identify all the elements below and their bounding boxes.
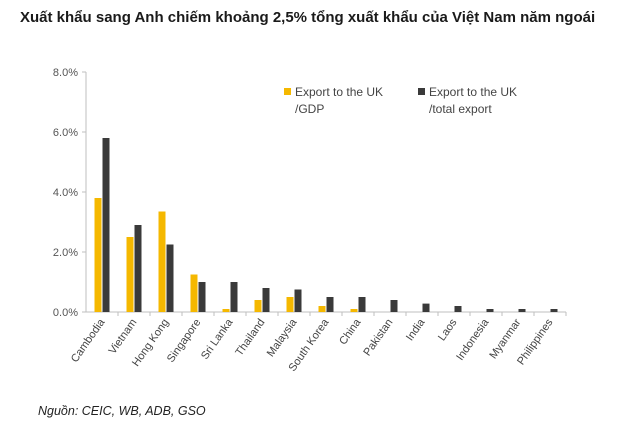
bar-total-export	[102, 138, 110, 312]
x-tick-label: Vietnam	[107, 317, 140, 357]
chart-bars	[94, 138, 558, 312]
legend-label: Export to the UK	[429, 85, 517, 99]
bar-total-export	[166, 244, 174, 312]
bar-total-export	[390, 300, 398, 312]
bar-gdp	[126, 237, 134, 312]
x-tick-label: Malaysia	[265, 316, 300, 359]
bar-gdp	[222, 309, 230, 312]
x-tick-label: Laos	[436, 316, 460, 343]
bar-total-export	[262, 288, 270, 312]
bar-gdp	[94, 198, 102, 312]
bar-gdp	[286, 297, 294, 312]
legend-label: /total export	[429, 102, 492, 116]
bar-gdp	[190, 274, 198, 312]
source-note: Nguồn: CEIC, WB, ADB, GSO	[38, 404, 206, 418]
bar-gdp	[158, 211, 166, 312]
x-tick-label: Sri Lanka	[199, 316, 236, 362]
legend-label: /GDP	[295, 102, 324, 116]
bar-total-export	[198, 282, 206, 312]
bar-gdp	[350, 309, 358, 312]
x-tick-label: Indonesia	[454, 316, 492, 363]
x-tick-label: Cambodia	[69, 316, 108, 365]
bar-total-export	[454, 306, 462, 312]
bar-gdp	[254, 300, 262, 312]
bar-total-export	[326, 297, 334, 312]
bar-total-export	[134, 225, 142, 312]
chart-title: Xuất khẩu sang Anh chiếm khoảng 2,5% tổn…	[20, 9, 596, 26]
y-tick-label: 2.0%	[53, 247, 78, 259]
y-tick-label: 4.0%	[53, 187, 78, 199]
legend-swatch	[418, 88, 425, 95]
chart-legend: Export to the UK/GDP Export to the UK/tot…	[284, 85, 517, 116]
legend-label: Export to the UK	[295, 85, 383, 99]
bar-total-export	[550, 309, 558, 312]
bar-total-export	[230, 282, 238, 312]
y-tick-label: 0.0%	[53, 307, 78, 319]
x-tick-label: India	[404, 316, 428, 343]
y-tick-label: 6.0%	[53, 127, 78, 139]
bar-chart: 0.0%2.0%4.0%6.0%8.0%Cambodia VietnamHong …	[53, 67, 567, 374]
x-tick-label: Pakistan	[361, 317, 395, 358]
legend-swatch	[284, 88, 291, 95]
bar-gdp	[318, 306, 326, 312]
x-tick-label: China	[337, 316, 364, 347]
bar-total-export	[486, 309, 494, 312]
bar-total-export	[358, 297, 366, 312]
bar-total-export	[294, 289, 302, 312]
bar-total-export	[422, 303, 430, 312]
x-tick-label: Thailand	[233, 317, 267, 358]
y-tick-label: 8.0%	[53, 67, 78, 79]
bar-total-export	[518, 309, 526, 312]
